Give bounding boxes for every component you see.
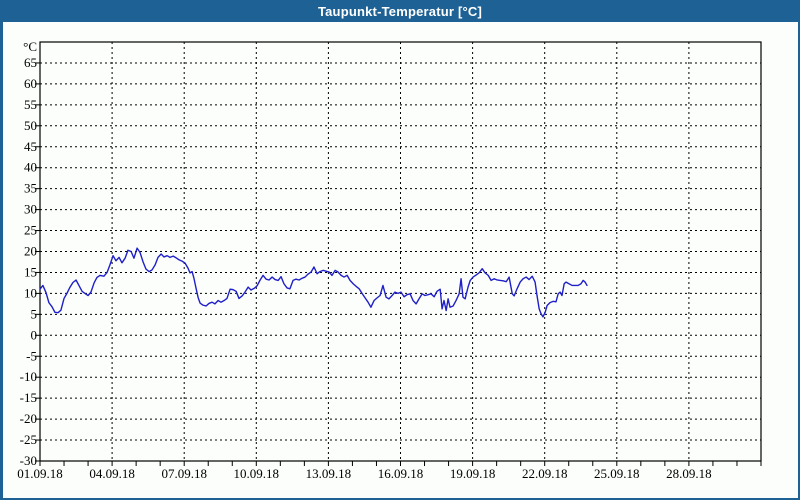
y-axis-label: -15 bbox=[20, 390, 37, 405]
window-border-bottom bbox=[0, 498, 800, 500]
y-axis-label: -25 bbox=[20, 432, 37, 447]
y-axis-label: -10 bbox=[20, 369, 37, 384]
x-axis-label: 01.09.18 bbox=[17, 466, 63, 481]
x-axis-label: 16.09.18 bbox=[378, 466, 424, 481]
y-axis-label: 55 bbox=[24, 97, 37, 112]
y-axis-label: 10 bbox=[24, 285, 37, 300]
y-axis-label: 30 bbox=[24, 202, 37, 217]
x-axis-label: 13.09.18 bbox=[306, 466, 352, 481]
y-axis-label: 25 bbox=[24, 223, 37, 238]
x-axis-label: 04.09.18 bbox=[89, 466, 135, 481]
x-axis-label: 28.09.18 bbox=[666, 466, 712, 481]
window-border-right bbox=[798, 22, 800, 500]
y-axis-label: 50 bbox=[24, 118, 37, 133]
window-title: Taupunkt-Temperatur [°C] bbox=[317, 3, 483, 19]
y-axis-label: 60 bbox=[24, 76, 37, 91]
y-axis-label: -5 bbox=[26, 348, 37, 363]
plot-frame bbox=[39, 41, 762, 462]
y-axis-label: -20 bbox=[20, 411, 37, 426]
y-axis-label: 35 bbox=[24, 181, 37, 196]
x-axis-label: 07.09.18 bbox=[161, 466, 207, 481]
title-bar[interactable]: Taupunkt-Temperatur [°C] bbox=[0, 0, 800, 22]
y-axis-label: -30 bbox=[20, 453, 37, 468]
x-axis-label: 25.09.18 bbox=[594, 466, 640, 481]
x-axis-label: 22.09.18 bbox=[522, 466, 568, 481]
y-axis-label: 15 bbox=[24, 264, 37, 279]
x-axis-label: 10.09.18 bbox=[234, 466, 280, 481]
y-axis-label: 45 bbox=[24, 139, 37, 154]
y-axis-label: 65 bbox=[24, 55, 37, 70]
y-axis-label: 20 bbox=[24, 244, 37, 259]
y-axis-label: 0 bbox=[31, 327, 38, 342]
y-axis-unit: °C bbox=[23, 39, 37, 54]
y-axis-label: 5 bbox=[31, 306, 38, 321]
window-border-left bbox=[0, 22, 3, 500]
y-axis-label: 40 bbox=[24, 160, 37, 175]
x-axis-label: 19.09.18 bbox=[450, 466, 496, 481]
data-line bbox=[39, 247, 588, 318]
